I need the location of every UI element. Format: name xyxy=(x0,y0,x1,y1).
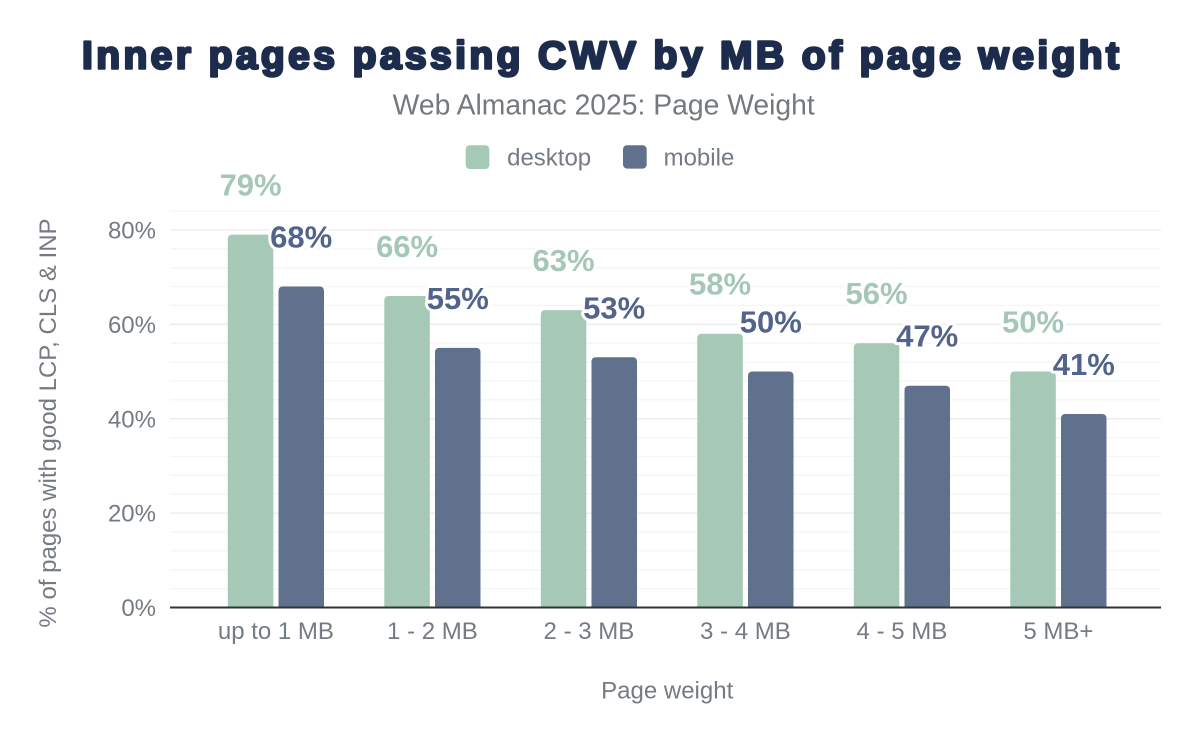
svg-text:4 - 5 MB: 4 - 5 MB xyxy=(857,618,948,645)
svg-text:% of pages with good LCP, CLS: % of pages with good LCP, CLS & INP xyxy=(35,218,62,627)
svg-text:50%: 50% xyxy=(1002,305,1064,340)
svg-text:80%: 80% xyxy=(108,218,156,245)
svg-text:Page weight: Page weight xyxy=(601,678,733,705)
svg-text:1 - 2 MB: 1 - 2 MB xyxy=(387,618,478,645)
svg-text:66%: 66% xyxy=(376,229,438,264)
svg-text:2 - 3 MB: 2 - 3 MB xyxy=(544,618,635,645)
svg-text:Web Almanac 2025: Page Weight: Web Almanac 2025: Page Weight xyxy=(393,89,815,121)
svg-text:up to 1 MB: up to 1 MB xyxy=(218,618,334,645)
svg-text:47%: 47% xyxy=(896,319,958,354)
svg-text:56%: 56% xyxy=(845,276,907,311)
svg-text:40%: 40% xyxy=(108,406,156,433)
svg-text:60%: 60% xyxy=(108,312,156,339)
svg-text:50%: 50% xyxy=(740,305,802,340)
svg-text:53%: 53% xyxy=(583,290,645,325)
svg-text:79%: 79% xyxy=(220,168,282,203)
svg-text:58%: 58% xyxy=(689,267,751,302)
svg-text:mobile: mobile xyxy=(664,145,735,172)
svg-text:20%: 20% xyxy=(108,501,156,528)
svg-text:41%: 41% xyxy=(1053,347,1115,382)
svg-text:3 - 4 MB: 3 - 4 MB xyxy=(700,618,791,645)
svg-text:5 MB+: 5 MB+ xyxy=(1023,618,1093,645)
svg-text:55%: 55% xyxy=(427,281,489,316)
svg-text:68%: 68% xyxy=(270,220,332,255)
svg-text:63%: 63% xyxy=(532,243,594,278)
svg-text:Inner pages passing CWV by MB: Inner pages passing CWV by MB of page we… xyxy=(82,34,1119,77)
svg-text:desktop: desktop xyxy=(507,145,591,172)
svg-text:0%: 0% xyxy=(121,595,156,622)
